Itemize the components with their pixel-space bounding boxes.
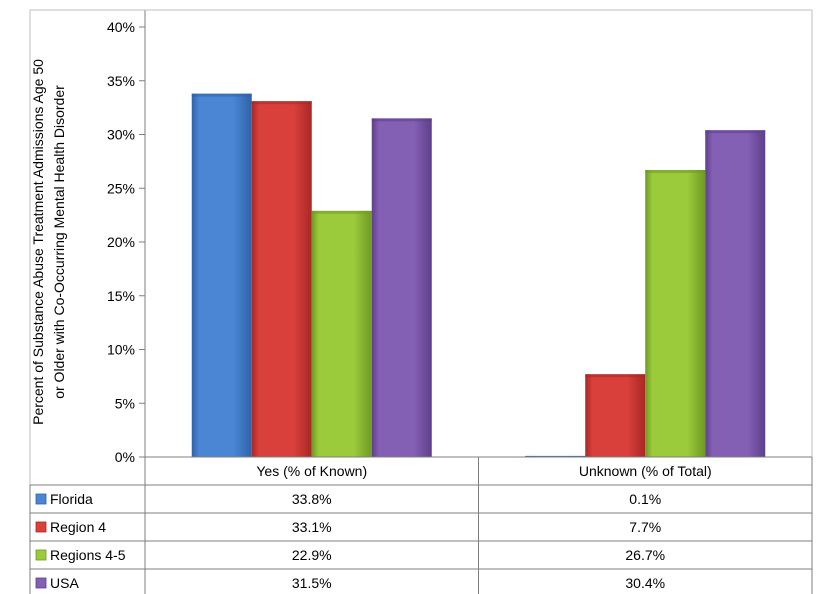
data-table: Yes (% of Known) Unknown (% of Total) Flor… — [29, 456, 813, 594]
y-axis-title-line: or Older with Co-Occurring Mental Health… — [51, 85, 67, 399]
bar-florida-0 — [191, 93, 252, 458]
data-label: 22.9% — [292, 547, 332, 563]
data-label: 33.1% — [292, 519, 332, 535]
legend-series-name: USA — [50, 575, 79, 591]
bar-usa-1 — [705, 130, 766, 457]
legend-swatch-regions-4-5 — [35, 549, 47, 561]
legend-series-name: Region 4 — [50, 519, 106, 535]
data-label: 26.7% — [625, 547, 665, 563]
legend-swatch-florida — [35, 493, 47, 505]
data-label: 33.8% — [292, 491, 332, 507]
bar-usa-0 — [371, 118, 432, 457]
bar-regions-4-5-1 — [645, 169, 706, 457]
bar-top-edge — [585, 374, 646, 378]
data-label: 31.5% — [292, 575, 332, 591]
y-axis-title-line: Percent of Substance Abuse Treatment Adm… — [30, 59, 46, 425]
bar-top-edge — [311, 210, 372, 214]
bar-top-edge — [645, 169, 706, 173]
bars — [191, 93, 766, 458]
y-tick-label: 5% — [115, 395, 135, 411]
bar-top-edge — [371, 118, 432, 122]
data-label: 7.7% — [629, 519, 661, 535]
y-tick-label: 40% — [107, 19, 135, 35]
bar-top-edge — [705, 130, 766, 134]
bar-top-edge — [251, 101, 312, 105]
bar-top-edge — [525, 455, 586, 457]
y-tick-label: 10% — [107, 342, 135, 358]
data-label: 0.1% — [629, 491, 661, 507]
bar-top-edge — [191, 93, 252, 97]
legend-swatch-region-4 — [35, 521, 47, 533]
y-tick-label: 0% — [115, 449, 135, 465]
y-tick-label: 30% — [107, 127, 135, 143]
y-axis-title: Percent of Substance Abuse Treatment Adm… — [30, 59, 67, 425]
y-tick-label: 15% — [107, 288, 135, 304]
x-category-label: Unknown (% of Total) — [579, 463, 712, 479]
bar-region-4-1 — [585, 374, 646, 457]
y-tick-label: 20% — [107, 234, 135, 250]
data-label: 30.4% — [625, 575, 665, 591]
bar-region-4-0 — [251, 101, 312, 458]
legend-swatch-usa — [35, 577, 47, 589]
x-category-label: Yes (% of Known) — [256, 463, 367, 479]
legend-series-name: Florida — [50, 491, 93, 507]
y-tick-label: 35% — [107, 73, 135, 89]
bar-regions-4-5-0 — [311, 210, 372, 457]
y-tick-label: 25% — [107, 180, 135, 196]
legend-series-name: Regions 4-5 — [50, 547, 126, 563]
y-axis-ticks: 0% 5% 10% 15% 20% 25% 30% 35% 40% — [107, 19, 145, 465]
